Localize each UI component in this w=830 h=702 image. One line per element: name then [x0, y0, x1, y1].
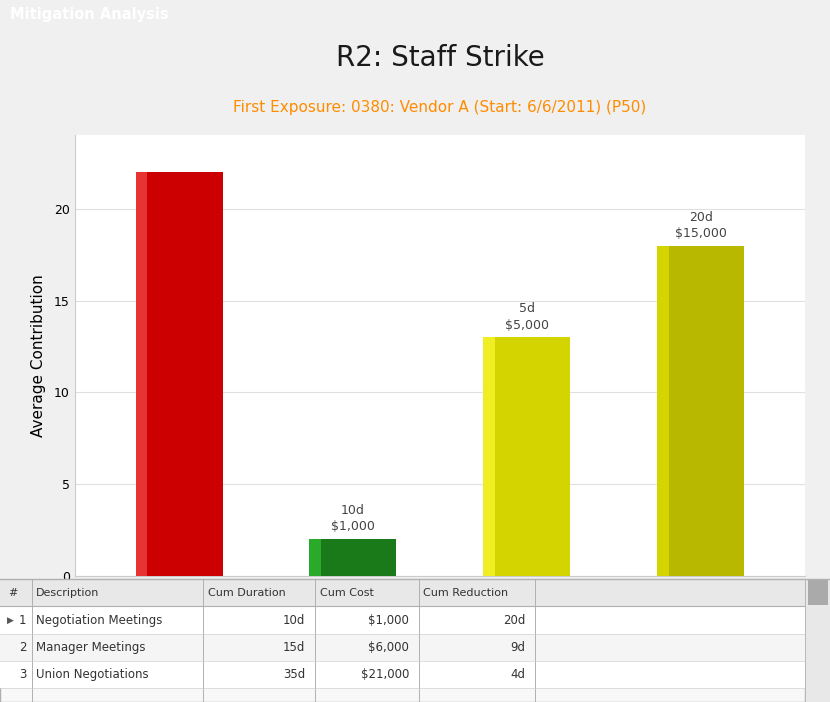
Bar	[310, 539, 397, 576]
Bar	[805, 579, 830, 702]
Bar	[0, 579, 805, 607]
Bar	[0, 607, 805, 634]
Text: $1,000: $1,000	[369, 614, 409, 627]
Bar	[135, 172, 222, 576]
Bar	[483, 337, 495, 576]
Text: 35d: 35d	[283, 668, 305, 681]
Text: Cum Cost: Cum Cost	[320, 588, 374, 598]
Text: $6,000: $6,000	[369, 641, 409, 654]
Y-axis label: Average Contribution: Average Contribution	[31, 274, 46, 437]
Text: Union Negotiations: Union Negotiations	[36, 668, 149, 681]
Text: 10d: 10d	[283, 614, 305, 627]
Bar	[808, 581, 828, 605]
Bar	[135, 172, 147, 576]
Text: Manager Meetings: Manager Meetings	[36, 641, 145, 654]
Text: 1: 1	[19, 614, 27, 627]
Bar	[310, 539, 320, 576]
Text: 5d: 5d	[519, 303, 535, 315]
Bar	[0, 661, 805, 689]
Text: 3: 3	[19, 668, 27, 681]
Text: Cum Reduction: Cum Reduction	[423, 588, 509, 598]
Text: First Exposure: 0380: Vendor A (Start: 6/6/2011) (P50): First Exposure: 0380: Vendor A (Start: 6…	[233, 100, 647, 115]
Bar	[657, 246, 669, 576]
Text: $1,000: $1,000	[331, 520, 375, 534]
Text: Mitigation Analysis: Mitigation Analysis	[10, 7, 168, 22]
Text: 20d: 20d	[689, 211, 713, 223]
Text: #: #	[8, 588, 17, 598]
Text: $15,000: $15,000	[675, 227, 727, 240]
Text: $21,000: $21,000	[361, 668, 409, 681]
Text: Cum Duration: Cum Duration	[208, 588, 286, 598]
Bar	[483, 337, 570, 576]
Text: R2: Staff Strike: R2: Staff Strike	[335, 44, 544, 72]
Bar	[657, 246, 745, 576]
Text: 10d: 10d	[341, 504, 365, 517]
Text: 9d: 9d	[510, 641, 525, 654]
Bar	[0, 634, 805, 661]
Text: $5,000: $5,000	[505, 319, 549, 332]
Text: 2: 2	[19, 641, 27, 654]
Text: Description: Description	[36, 588, 99, 598]
Text: 20d: 20d	[503, 614, 525, 627]
Text: Negotiation Meetings: Negotiation Meetings	[36, 614, 162, 627]
Text: ▶: ▶	[7, 616, 13, 625]
Text: 4d: 4d	[510, 668, 525, 681]
X-axis label: Mitigation Steps: Mitigation Steps	[378, 602, 502, 617]
Text: 15d: 15d	[283, 641, 305, 654]
